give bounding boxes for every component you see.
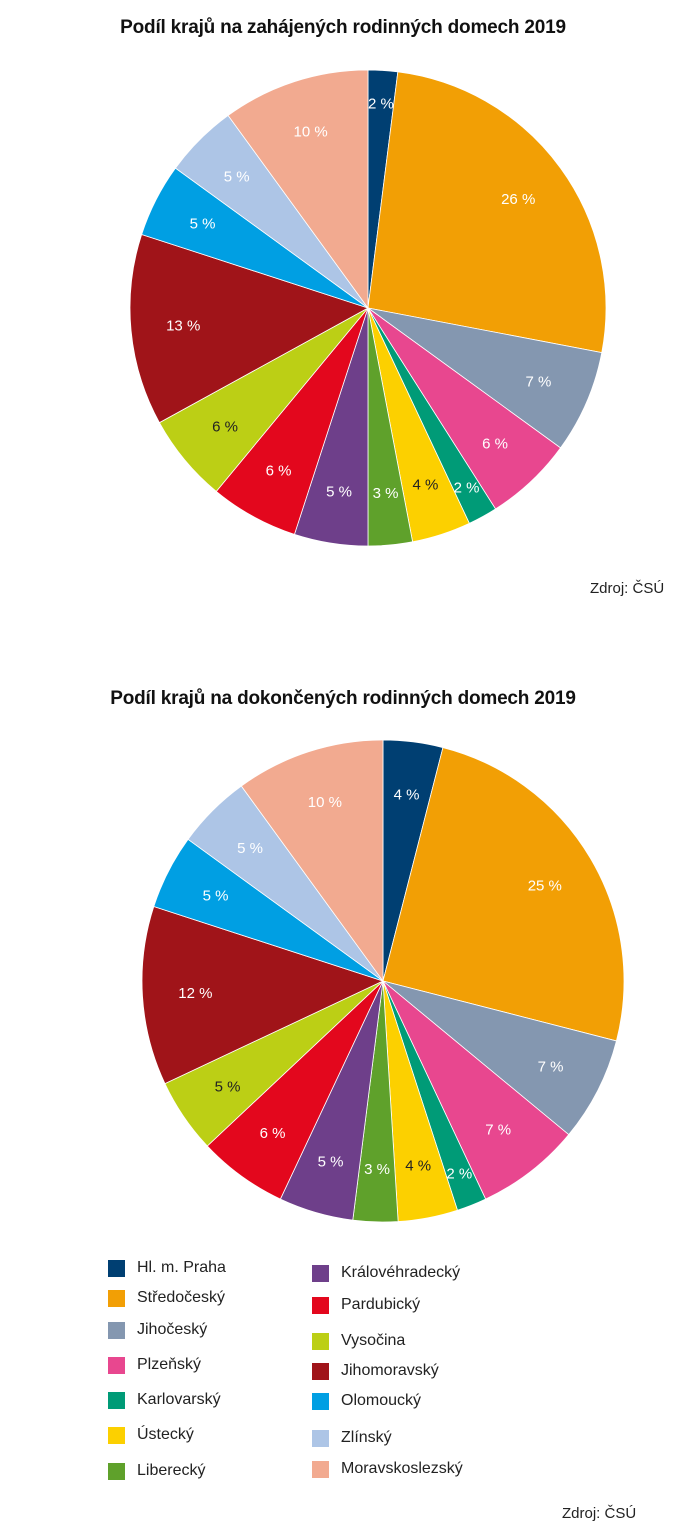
- legend-swatch-kralovehradecky: [312, 1264, 329, 1282]
- legend-swatch-liberecky: [108, 1462, 125, 1480]
- legend-label: Plzeňský: [137, 1356, 202, 1373]
- pie-label-pardubicky: 6 %: [266, 463, 292, 480]
- pie-slice-moravskoslezsky: [240, 739, 384, 983]
- legend-swatch-zlinsky: [312, 1429, 329, 1447]
- pie-label-olomoucky: 5 %: [203, 888, 229, 905]
- pie-label-olomoucky: 5 %: [190, 216, 216, 233]
- pie-slice-jihocesky: [367, 307, 603, 449]
- pie-slice-jihomoravsky: [141, 906, 385, 1085]
- pie-slice-jihomoravsky: [129, 233, 370, 424]
- pie-label-zlinsky: 5 %: [237, 840, 263, 857]
- legend-item-jihomoravsky: Jihomoravský: [312, 1361, 439, 1381]
- legend-item-plzensky: Plzeňský: [108, 1355, 201, 1375]
- pie-label-jihocesky: 7 %: [538, 1058, 564, 1075]
- legend-swatch-moravskoslezsky: [312, 1460, 329, 1478]
- legend-label: Karlovarský: [137, 1391, 221, 1408]
- pie-label-moravskoslezsky: 10 %: [308, 794, 342, 811]
- pie-label-plzensky: 6 %: [482, 435, 508, 452]
- legend-swatch-jihomoravsky: [312, 1362, 329, 1380]
- pie-slice-plzensky: [382, 980, 570, 1200]
- pie-label-pardubicky: 6 %: [260, 1125, 286, 1142]
- pie-label-jihomoravsky: 12 %: [178, 985, 212, 1002]
- pie-label-liberecky: 3 %: [364, 1161, 390, 1178]
- legend-swatch-ustecky: [108, 1426, 125, 1444]
- legend-label: Vysočina: [341, 1332, 406, 1349]
- pie-label-vysocina: 6 %: [212, 418, 238, 435]
- pie-label-ustecky: 4 %: [412, 477, 438, 494]
- pie-label-plzensky: 7 %: [485, 1122, 511, 1139]
- legend-item-jihocesky: Jihočeský: [108, 1320, 207, 1340]
- pie-chart-completed-houses: 4 % 25 % 7 % 7 % 2 % 4 % 3 % 5 % 6 % 5 % 12 % 5 % 5 …: [141, 739, 625, 1223]
- chart-1-source: Zdroj: ČSÚ: [590, 580, 665, 597]
- legend-swatch-hl-m-praha: [108, 1259, 125, 1277]
- legend-item-moravskoslezsky: Moravskoslezský: [312, 1459, 463, 1479]
- pie-label-stredocesky: 25 %: [528, 877, 562, 894]
- pie-label-zlinsky: 5 %: [224, 169, 250, 186]
- pie-slice-stredocesky: [367, 71, 607, 354]
- legend-label: Zlínský: [341, 1429, 392, 1446]
- chart-2-source: Zdroj: ČSÚ: [562, 1505, 637, 1522]
- legend-item-liberecky: Liberecký: [108, 1461, 205, 1481]
- legend-label: Královéhradecký: [341, 1264, 461, 1281]
- pie-label-kralovehradecky: 5 %: [326, 483, 352, 500]
- legend-swatch-olomoucky: [312, 1392, 329, 1410]
- legend-item-olomoucky: Olomoucký: [312, 1391, 421, 1411]
- legend-label: Jihočeský: [137, 1321, 208, 1338]
- pie-chart-started-houses: 2 % 26 % 7 % 6 % 2 % 4 % 3 % 5 % 6 % 6 % 13 % 5 % 5 …: [129, 69, 607, 547]
- legend-swatch-stredocesky: [108, 1289, 125, 1307]
- legend-swatch-jihocesky: [108, 1321, 125, 1339]
- legend-label: Pardubický: [341, 1296, 421, 1313]
- legend-label: Olomoucký: [341, 1392, 422, 1409]
- legend-label: Ústecký: [137, 1426, 194, 1443]
- pie-label-jihocesky: 7 %: [525, 374, 551, 391]
- legend-item-stredocesky: Středočeský: [108, 1288, 225, 1308]
- pie-label-ustecky: 4 %: [405, 1158, 431, 1175]
- pie-label-moravskoslezsky: 10 %: [293, 123, 327, 140]
- legend-item-zlinsky: Zlínský: [312, 1428, 392, 1448]
- legend-label: Hl. m. Praha: [137, 1259, 226, 1276]
- legend-item-ustecky: Ústecký: [108, 1425, 194, 1445]
- legend-label: Středočeský: [137, 1289, 226, 1306]
- pie-label-jihomoravsky: 13 %: [166, 318, 200, 335]
- chart-2-title: Podíl krajů na dokončených rodinných dom…: [110, 688, 576, 709]
- legend-label: Jihomoravský: [341, 1362, 439, 1379]
- legend-swatch-vysocina: [312, 1332, 329, 1350]
- legend-item-pardubicky: Pardubický: [312, 1295, 420, 1315]
- pie-label-hl-m-praha: 2 %: [368, 96, 394, 113]
- legend-label: Moravskoslezský: [341, 1460, 463, 1477]
- pie-label-karlovarsky: 2 %: [446, 1166, 472, 1183]
- legend-item-hl-m-praha: Hl. m. Praha: [108, 1258, 226, 1278]
- pie-label-kralovehradecky: 5 %: [318, 1154, 344, 1171]
- legend-item-karlovarsky: Karlovarský: [108, 1390, 221, 1410]
- legend-swatch-plzensky: [108, 1356, 125, 1374]
- pie-label-hl-m-praha: 4 %: [394, 787, 420, 804]
- legend-swatch-pardubicky: [312, 1296, 329, 1314]
- legend-item-kralovehradecky: Královéhradecký: [312, 1263, 460, 1283]
- pie-slice-moravskoslezsky: [227, 69, 369, 310]
- chart-1-title: Podíl krajů na zahájených rodinných dome…: [120, 17, 566, 38]
- legend-label: Liberecký: [137, 1462, 206, 1479]
- pie-label-karlovarsky: 2 %: [454, 479, 480, 496]
- pie-label-stredocesky: 26 %: [501, 191, 535, 208]
- pie-label-liberecky: 3 %: [373, 485, 399, 502]
- legend-item-vysocina: Vysočina: [312, 1331, 405, 1351]
- pie-slice-jihocesky: [382, 980, 617, 1136]
- pie-slice-stredocesky: [382, 747, 625, 1042]
- pie-label-vysocina: 5 %: [215, 1079, 241, 1096]
- legend-swatch-karlovarsky: [108, 1391, 125, 1409]
